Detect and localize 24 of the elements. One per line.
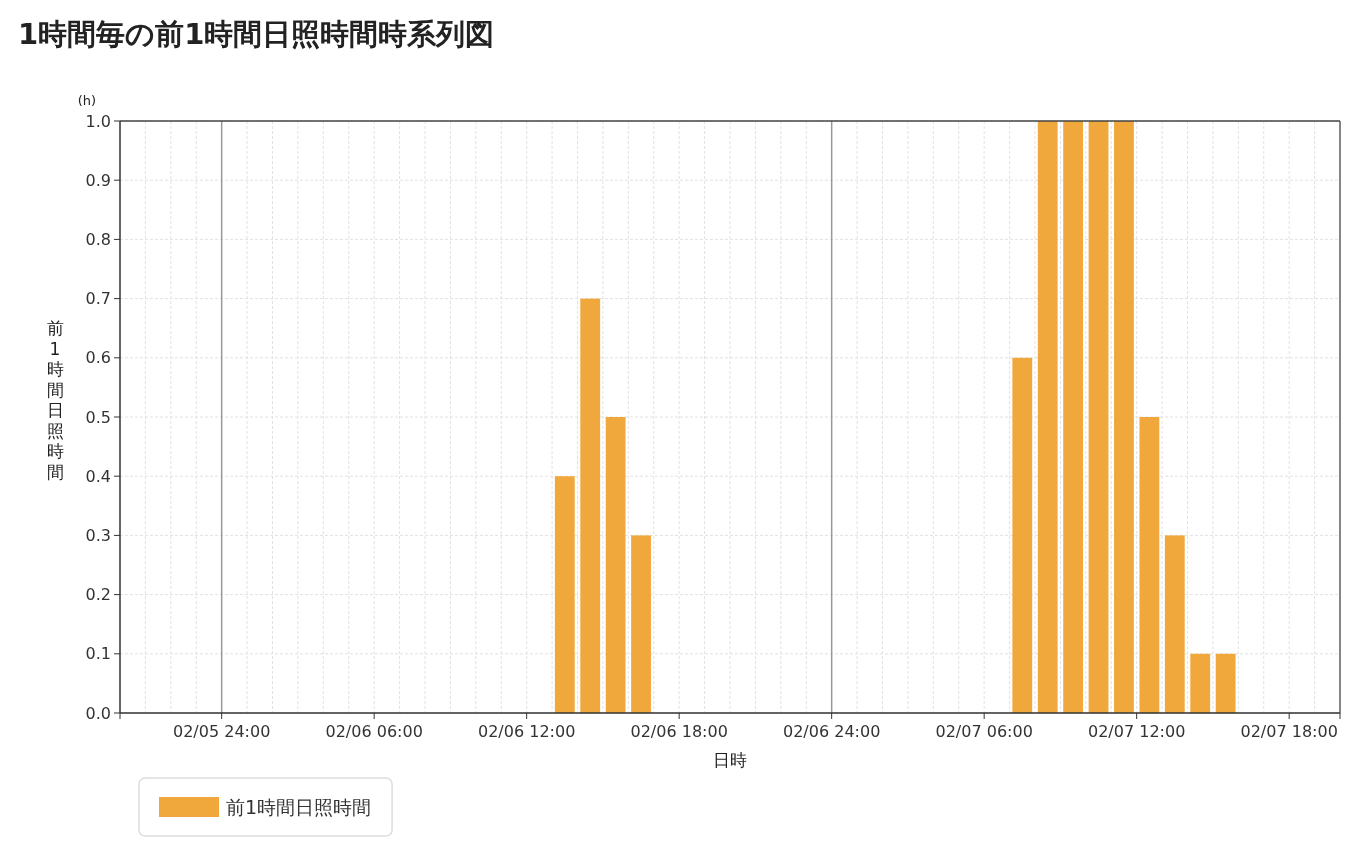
x-tick-label: 02/07 06:00 [935, 722, 1033, 741]
y-tick-label: 0.0 [85, 703, 111, 723]
x-axis-title: 日時 [713, 750, 747, 770]
x-tick-label: 02/06 06:00 [325, 722, 423, 741]
x-tick-label: 02/06 24:00 [783, 722, 881, 741]
y-tick-label: 0.1 [85, 644, 111, 664]
y-tick-label: 0.9 [85, 170, 111, 190]
legend-label: 前1時間日照時間 [226, 796, 372, 818]
y-tick-label: 1.0 [85, 111, 111, 131]
x-tick-label: 02/05 24:00 [173, 722, 271, 741]
text: (h) [77, 93, 97, 108]
y-tick-label: 0.5 [85, 407, 111, 427]
x-tick-label: 02/06 12:00 [478, 722, 576, 741]
y-tick-label: 0.2 [85, 585, 111, 605]
y-tick-label: 0.6 [85, 348, 111, 368]
y-tick-label: 0.8 [85, 230, 111, 249]
chart-title: 1時間毎の前1時間日照時間時系列図 [18, 17, 495, 51]
y-axis-title: 前1時間日照時間 [46, 318, 64, 482]
y-tick-label: 0.3 [85, 526, 111, 545]
y-tick-label: 0.4 [85, 466, 111, 486]
x-tick-label: 02/07 18:00 [1240, 722, 1338, 741]
y-tick-label: 0.7 [85, 289, 111, 309]
x-tick-label: 02/06 18:00 [630, 722, 728, 741]
x-tick-label: 02/07 12:00 [1088, 722, 1186, 741]
